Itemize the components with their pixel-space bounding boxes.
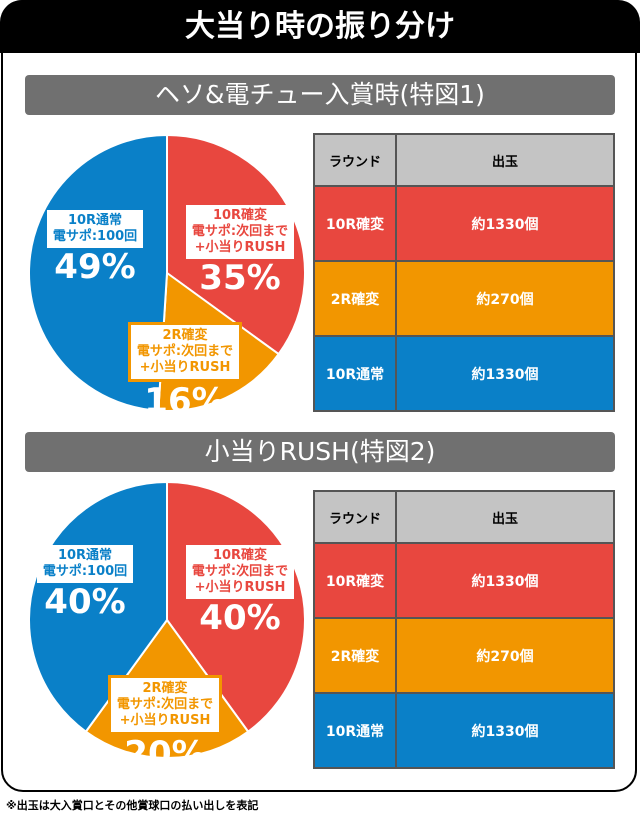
table-row: 10R通常 約1330個 — [313, 335, 615, 412]
footnote: ※出玉は大入賞口とその他賞球口の払い出しを表記 — [6, 799, 259, 812]
slice-label: 2R確変 電サポ:次回まで +小当りRUSH 16% — [115, 322, 255, 420]
slice-label-line: 電サポ:次回まで — [116, 697, 214, 712]
table-header: ラウンド 出玉 — [313, 490, 615, 544]
payout-cell: 約270個 — [395, 617, 615, 694]
round-cell: 2R確変 — [313, 260, 397, 337]
slice-label-line: +小当りRUSH — [139, 360, 231, 375]
slice-label-line: 10R通常 — [67, 213, 123, 228]
slice-label: 2R確変 電サポ:次回まで +小当りRUSH 20% — [95, 675, 235, 773]
slice-label-line: 電サポ:次回まで — [136, 344, 234, 359]
slice-percent: 16% — [144, 381, 226, 421]
table-row: 10R確変 約1330個 — [313, 185, 615, 262]
payout-cell: 約1330個 — [395, 542, 615, 619]
slice-label-line: 10R通常 — [57, 548, 113, 563]
pie-slice — [28, 480, 168, 734]
slice-label-line: 10R確変 — [212, 208, 268, 223]
slice-label-line: 10R確変 — [212, 548, 268, 563]
slice-label-line: +小当りRUSH — [119, 713, 211, 728]
slice-label: 10R通常 電サポ:100回 40% — [15, 545, 155, 621]
payout-cell: 約270個 — [395, 260, 615, 337]
round-cell: 10R確変 — [313, 542, 397, 619]
slice-label-line: 2R確変 — [142, 681, 188, 696]
payout-cell: 約1330個 — [395, 185, 615, 262]
slice-label-line: 2R確変 — [162, 328, 208, 343]
page-title: 大当り時の振り分け — [0, 0, 640, 53]
payout-cell: 約1330個 — [395, 692, 615, 769]
slice-label-line: 電サポ:次回まで — [191, 564, 289, 579]
round-cell: 10R通常 — [313, 335, 397, 412]
slice-percent: 40% — [44, 582, 126, 622]
slice-percent: 49% — [54, 247, 136, 287]
payout-table: ラウンド 出玉 10R確変 約1330個 2R確変 約270個 10R通常 約1330個 — [313, 490, 615, 769]
table-row: 10R確変 約1330個 — [313, 542, 615, 619]
header-round: ラウンド — [313, 490, 397, 544]
slice-percent: 35% — [199, 258, 281, 298]
header-round: ラウンド — [313, 133, 397, 187]
header-payout: 出玉 — [395, 490, 615, 544]
payout-table: ラウンド 出玉 10R確変 約1330個 2R確変 約270個 10R通常 約1330個 — [313, 133, 615, 412]
round-cell: 10R確変 — [313, 185, 397, 262]
slice-label-line: +小当りRUSH — [194, 580, 286, 595]
table-row: 2R確変 約270個 — [313, 260, 615, 337]
slice-label-line: 電サポ:100回 — [52, 229, 138, 244]
round-cell: 10R通常 — [313, 692, 397, 769]
slice-percent: 20% — [124, 734, 206, 774]
round-cell: 2R確変 — [313, 617, 397, 694]
slice-label: 10R通常 電サポ:100回 49% — [25, 210, 165, 286]
table-row: 2R確変 約270個 — [313, 617, 615, 694]
table-row: 10R通常 約1330個 — [313, 692, 615, 769]
section-title: 小当りRUSH(特図2) — [25, 432, 615, 472]
slice-percent: 40% — [199, 598, 281, 638]
slice-label-line: 電サポ:次回まで — [191, 224, 289, 239]
table-header: ラウンド 出玉 — [313, 133, 615, 187]
payout-cell: 約1330個 — [395, 335, 615, 412]
slice-label: 10R確変 電サポ:次回まで +小当りRUSH 40% — [170, 545, 310, 637]
slice-label: 10R確変 電サポ:次回まで +小当りRUSH 35% — [170, 205, 310, 297]
pie-slice — [166, 480, 306, 734]
slice-label-line: 電サポ:100回 — [42, 564, 128, 579]
header-payout: 出玉 — [395, 133, 615, 187]
section-title: ヘソ&電チュー入賞時(特図1) — [25, 75, 615, 115]
slice-label-line: +小当りRUSH — [194, 240, 286, 255]
